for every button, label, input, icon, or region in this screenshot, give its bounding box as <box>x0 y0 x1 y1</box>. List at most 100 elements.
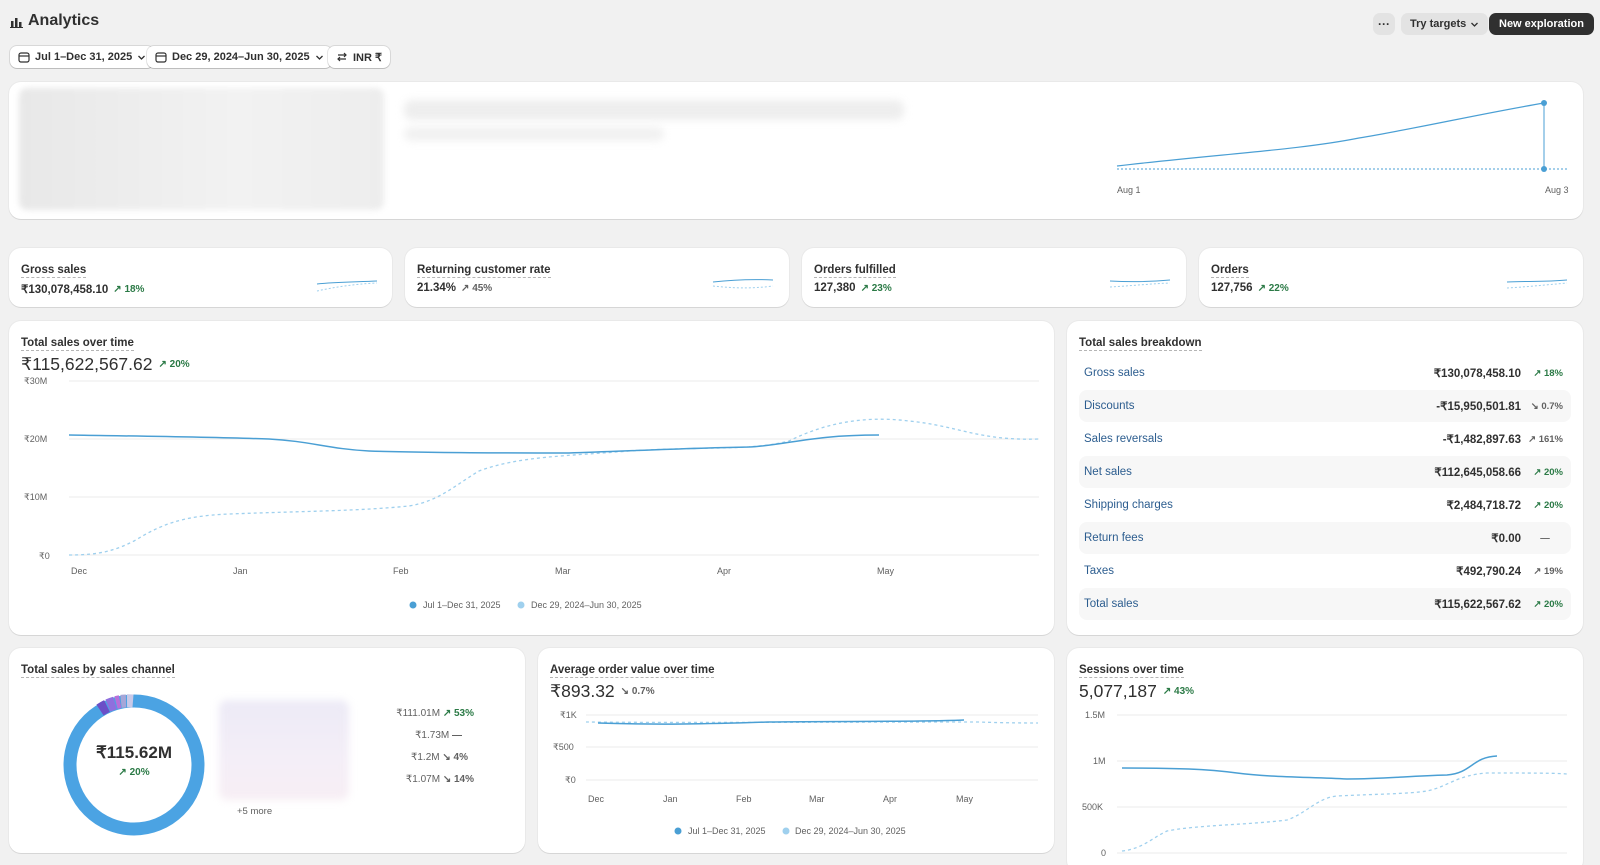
row-amount: ₹0.00 <box>1491 533 1521 545</box>
sparkline <box>712 279 774 289</box>
change-badge: ↗ 23% <box>860 282 892 294</box>
donut-minor-segment-3[interactable] <box>114 695 122 709</box>
gridlines <box>69 380 1039 556</box>
more-channels-link[interactable]: +5 more <box>237 806 273 817</box>
y-tick: ₹500 <box>553 742 574 752</box>
metric-card-orders-fulfilled[interactable]: Orders fulfilled 127,380 ↗ 23% <box>802 248 1186 307</box>
breakdown-row-total-sales[interactable]: Total sales ₹115,622,567.62 ↗ 20% <box>1079 588 1571 620</box>
aov-chart: ₹1K ₹500 ₹0 Dec Jan Feb Mar Apr May Jul … <box>553 710 1039 836</box>
blurred-content <box>404 100 904 120</box>
row-change: ↘ 0.7% <box>1530 400 1563 412</box>
x-tick: Apr <box>883 794 897 804</box>
metric-title: Returning customer rate <box>417 264 551 278</box>
try-targets-label: Try targets <box>1410 18 1467 30</box>
breakdown-row-gross-sales[interactable]: Gross sales ₹130,078,458.10 ↗ 18% <box>1079 357 1571 389</box>
donut-minor-segment-1[interactable] <box>96 700 110 716</box>
sessions-card: Sessions over time 5,077,187 ↗ 43% 1.5M 1… <box>1067 648 1583 865</box>
more-actions-button[interactable]: ··· <box>1373 13 1395 35</box>
legend[interactable]: Jul 1–Dec 31, 2025 Dec 29, 2024–Jun 30, … <box>409 600 642 610</box>
row-label[interactable]: Return fees <box>1084 532 1144 544</box>
current-period-line <box>597 719 965 725</box>
breakdown-row-sales-reversals[interactable]: Sales reversals -₹1,482,897.63 ↗ 161% <box>1079 423 1571 455</box>
y-tick: ₹1K <box>560 710 577 720</box>
chevron-down-icon <box>1471 22 1479 27</box>
blurred-content <box>19 88 384 210</box>
row-amount: ₹2,484,718.72 <box>1446 500 1521 512</box>
y-tick: ₹0 <box>565 775 576 785</box>
metric-value: ₹130,078,458.10 <box>21 284 109 296</box>
sales-breakdown-card: Total sales breakdown Gross sales ₹130,07… <box>1067 321 1583 635</box>
date-range-picker[interactable]: Jul 1–Dec 31, 2025 <box>10 46 155 68</box>
legend-dot-current <box>674 827 682 835</box>
compare-range-picker[interactable]: Dec 29, 2024–Jun 30, 2025 <box>147 46 332 68</box>
donut-primary-segment[interactable] <box>63 694 205 836</box>
exchange-icon <box>337 52 347 62</box>
total-sales-value: ₹115,622,567.62 <box>21 354 153 374</box>
row-label[interactable]: Net sales <box>1084 466 1132 478</box>
legend-previous[interactable]: Dec 29, 2024–Jun 30, 2025 <box>531 600 642 610</box>
row-amount: ₹112,645,058.66 <box>1434 467 1521 479</box>
currency-label: INR ₹ <box>353 51 382 64</box>
card-title: Sessions over time <box>1079 664 1184 678</box>
x-tick: Feb <box>393 566 409 576</box>
new-exploration-button[interactable]: New exploration <box>1489 13 1594 35</box>
row-change: ↗ 161% <box>1528 433 1563 445</box>
donut-center-change: ↗ 20% <box>118 767 150 778</box>
metric-card-orders[interactable]: Orders 127,756 ↗ 22% <box>1199 248 1583 307</box>
row-amount: ₹130,078,458.10 <box>1433 368 1521 380</box>
row-label[interactable]: Discounts <box>1084 400 1135 412</box>
card-title: Total sales by sales channel <box>21 664 175 678</box>
card-title: Total sales over time <box>21 337 134 351</box>
x-axis: Dec Jan Feb Mar Apr May <box>71 566 895 576</box>
breakdown-row-discounts[interactable]: Discounts -₹15,950,501.81 ↘ 0.7% <box>1079 390 1571 422</box>
metric-value: 127,380 <box>814 282 856 294</box>
metric-card-gross-sales[interactable]: Gross sales ₹130,078,458.10 ↗ 18% <box>9 248 392 307</box>
currency-picker[interactable]: INR ₹ <box>328 46 390 68</box>
row-label[interactable]: Taxes <box>1084 565 1115 577</box>
breakdown-row-shipping[interactable]: Shipping charges ₹2,484,718.72 ↗ 20% <box>1079 489 1571 521</box>
row-label[interactable]: Sales reversals <box>1084 433 1163 445</box>
row-change: ↗ 20% <box>1533 466 1563 478</box>
page-header: Analytics <box>10 12 99 30</box>
donut-minor-segment-2[interactable] <box>105 696 117 712</box>
change-badge: ↗ 22% <box>1257 282 1289 294</box>
card-title: Average order value over time <box>550 664 715 678</box>
date-range-label: Jul 1–Dec 31, 2025 <box>35 51 133 63</box>
legend[interactable]: Jul 1–Dec 31, 2025 Dec 29, 2024–Jun 30, … <box>674 826 906 836</box>
breakdown-row-taxes[interactable]: Taxes ₹492,790.24 ↗ 19% <box>1079 555 1571 587</box>
hero-x-end: Aug 31 <box>1545 185 1569 195</box>
change-badge: ↗ 45% <box>461 282 493 294</box>
change-badge: ↗ 20% <box>158 359 190 370</box>
row-label[interactable]: Gross sales <box>1084 367 1145 379</box>
metric-value: 127,756 <box>1211 282 1253 294</box>
x-tick: Jan <box>233 566 248 576</box>
breakdown-row-return-fees[interactable]: Return fees ₹0.00 — <box>1079 522 1571 554</box>
hero-x-start: Aug 1 <box>1117 185 1141 195</box>
try-targets-button[interactable]: Try targets <box>1401 13 1489 35</box>
breakdown-row-net-sales[interactable]: Net sales ₹112,645,058.66 ↗ 20% <box>1079 456 1571 488</box>
hero-current-line <box>1116 102 1545 167</box>
row-label[interactable]: Shipping charges <box>1084 499 1173 511</box>
y-tick: ₹0 <box>39 551 50 561</box>
chevron-down-icon <box>138 55 146 60</box>
y-tick: ₹30M <box>24 376 47 386</box>
row-label[interactable]: Total sales <box>1084 598 1139 610</box>
calendar-icon <box>18 52 30 63</box>
legend-current[interactable]: Jul 1–Dec 31, 2025 <box>688 826 766 836</box>
metric-card-returning-rate[interactable]: Returning customer rate 21.34% ↗ 45% <box>405 248 789 307</box>
channel-value-row: ₹1.2M ↘ 4% <box>411 752 468 763</box>
x-tick: Dec <box>71 566 88 576</box>
legend-current[interactable]: Jul 1–Dec 31, 2025 <box>423 600 501 610</box>
sales-by-channel-card: Total sales by sales channel ₹115.62M ↗ … <box>9 648 525 853</box>
current-period-line <box>68 434 880 454</box>
card-title: Total sales breakdown <box>1079 337 1202 351</box>
metric-title: Orders fulfilled <box>814 264 896 278</box>
channel-donut-chart[interactable] <box>59 690 209 840</box>
row-change: — <box>1540 532 1550 544</box>
sparkline <box>1109 279 1171 288</box>
legend-previous[interactable]: Dec 29, 2024–Jun 30, 2025 <box>795 826 906 836</box>
x-tick: Jan <box>663 794 678 804</box>
metric-title: Orders <box>1211 264 1249 278</box>
analytics-icon <box>10 17 23 28</box>
previous-period-line <box>585 721 1039 724</box>
